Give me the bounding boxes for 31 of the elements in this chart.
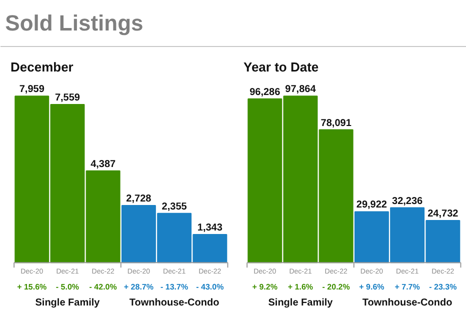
data-label: 4,387 [90,158,116,170]
data-label: 97,864 [285,84,316,96]
data-label: 29,922 [356,200,388,211]
text: + 9.2% [252,282,278,292]
text: - 20.2% [322,282,350,292]
text: + 7.7% [394,282,420,292]
text: - 42.0% [89,282,117,292]
text: Townhouse-Condo [129,298,220,309]
text: - 43.0% [196,282,224,292]
data-label: 2,355 [162,201,188,212]
text: - 5.0% [56,282,80,292]
data-label: 96,286 [250,86,281,98]
chart-title: Year to Date [244,60,319,74]
text: + 1.6% [288,282,314,292]
data-label: 7,559 [54,92,80,104]
data-label: 2,728 [126,194,152,205]
text: - 23.3% [429,282,457,292]
text: + 15.6% [17,282,47,292]
text: Townhouse-Condo [362,298,452,309]
data-label: 7,959 [19,84,45,96]
data-label: 24,732 [428,208,459,220]
data-label: 78,091 [320,118,352,129]
text: + 9.6% [359,282,384,292]
text: Sold Listings [5,10,144,36]
text: - 13.7% [160,282,188,292]
chart-title: December [10,60,74,74]
text: + 28.7% [124,282,154,292]
text: Single Family [268,298,334,309]
data-label: 1,343 [197,222,223,234]
text: Single Family [35,298,100,309]
data-label: 32,236 [392,196,424,207]
